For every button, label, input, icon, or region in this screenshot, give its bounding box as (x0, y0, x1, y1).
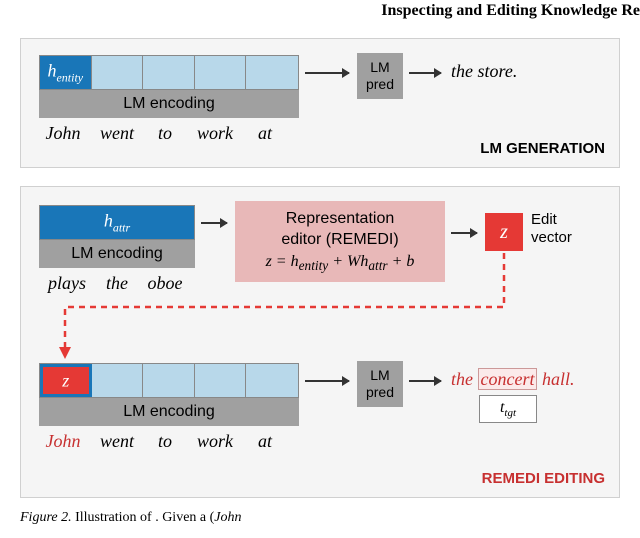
token-cell (246, 56, 298, 89)
paper-title: Inspecting and Editing Knowledge Re (381, 2, 640, 20)
lm-pred-box-bot: LM pred (357, 361, 403, 407)
lm-pred-box: LM pred (357, 53, 403, 99)
lm-encoding-box: LM encoding (39, 90, 299, 118)
token-cell (246, 364, 298, 397)
arrow-to-lm-pred-bot (305, 380, 349, 382)
remedi-title: Representationeditor (REMEDI) (243, 209, 437, 251)
attr-encoding-box: LM encoding (39, 240, 195, 268)
lm-output-bot: the concert hall. (451, 369, 575, 390)
z-cell: z (40, 364, 92, 397)
top-words: John went to work at (35, 123, 287, 144)
token-cell (195, 364, 247, 397)
arrow-to-output (409, 72, 441, 74)
z-cell-label: z (62, 370, 69, 391)
h-attr-label: hattr (104, 210, 130, 235)
arrow-to-z (451, 232, 477, 234)
arrow-to-output-bot (409, 380, 441, 382)
remedi-editing-label: REMEDI EDITING (482, 470, 605, 487)
bot-encoding-box: LM encoding (39, 398, 299, 426)
remedi-box: Representationeditor (REMEDI) z = hentit… (235, 201, 445, 282)
token-cell (92, 364, 144, 397)
edit-vector-label: Edit vector (531, 211, 572, 247)
figure-caption: Figure 2. Illustration of . Given a (Joh… (20, 510, 242, 526)
t-tgt-box: ttgt (479, 395, 537, 423)
lm-output: the store. (451, 61, 517, 82)
token-cell (195, 56, 247, 89)
lm-generation-label: LM GENERATION (480, 140, 605, 157)
arrow-to-lm-pred (305, 72, 349, 74)
h-entity-label: hentity (47, 60, 83, 85)
h-attr-cell: hattr (40, 206, 194, 239)
remedi-formula: z = hentity + Whattr + b (243, 253, 437, 274)
bot-token-row: z (39, 363, 299, 398)
concert-highlight: concert (478, 368, 538, 390)
token-cell (92, 56, 144, 89)
attr-words: plays the oboe (39, 273, 191, 294)
top-token-row: hentity (39, 55, 299, 90)
token-cell (143, 364, 195, 397)
token-cell (143, 56, 195, 89)
z-edit-vector: z (485, 213, 523, 251)
lm-generation-panel: hentity LM encoding John went to work at… (20, 38, 620, 168)
arrow-to-remedi (201, 222, 227, 224)
remedi-editing-panel: hattr LM encoding plays the oboe Represe… (20, 186, 620, 498)
bot-words: John went to work at (35, 431, 287, 452)
h-entity-cell: hentity (40, 56, 92, 89)
attr-token-row: hattr (39, 205, 195, 240)
